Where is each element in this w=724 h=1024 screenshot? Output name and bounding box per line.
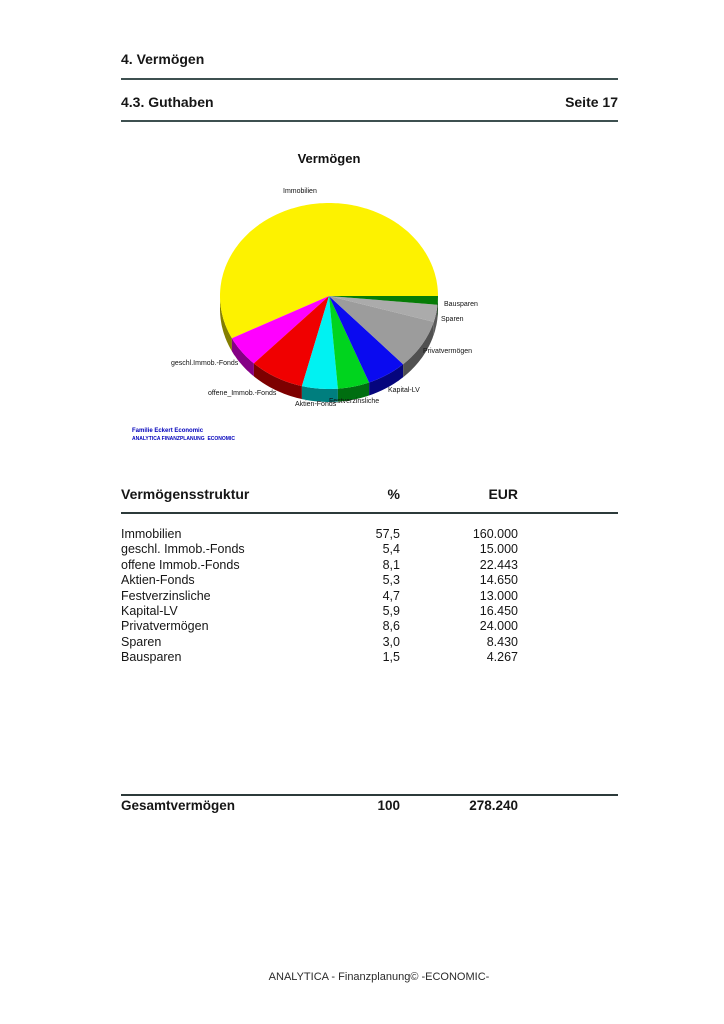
subsection-title: 4.3. Guthaben xyxy=(121,94,214,110)
total-label: Gesamtvermögen xyxy=(121,798,236,813)
column-header-eur: EUR xyxy=(488,486,518,502)
pie-label-privatvermoegen: Privatvermögen xyxy=(423,348,473,355)
header-rule-bottom xyxy=(121,120,618,122)
total-percent: 100 xyxy=(377,798,400,813)
pie-label-kapital-lv: Kapital-LV xyxy=(388,387,420,394)
pie-slice-5 xyxy=(329,296,404,383)
row-percent: 5,9 xyxy=(382,603,400,618)
pie-label-bausparen: Bausparen xyxy=(444,301,478,308)
row-percent: 4,7 xyxy=(382,588,400,603)
row-label: Festverzinsliche xyxy=(121,588,211,603)
row-eur: 24.000 xyxy=(479,619,518,634)
pie-slice-side-4 xyxy=(337,382,370,402)
pie-slice-side-6 xyxy=(403,321,434,378)
row-percent: 8,1 xyxy=(382,557,400,572)
row-label: Aktien-Fonds xyxy=(121,573,195,588)
pie-label-offene-immob-fonds: offene_Immob.-Fonds xyxy=(208,390,277,397)
row-eur: 13.000 xyxy=(479,588,518,603)
row-eur: 4.267 xyxy=(486,650,518,665)
row-label: Immobilien xyxy=(121,527,182,541)
chart-branding-line2: ANALYTICA FINANZPLANUNG ECONOMIC xyxy=(132,436,235,442)
row-label: offene Immob.-Fonds xyxy=(121,557,240,572)
row-eur: 15.000 xyxy=(479,542,518,557)
pie-slice-side-8 xyxy=(437,296,438,318)
row-label: Sparen xyxy=(121,634,162,649)
row-eur: 8.430 xyxy=(486,634,518,649)
total-eur: 278.240 xyxy=(469,798,518,813)
chart-branding-line1: Familie Eckert Economic xyxy=(132,428,204,434)
pie-slice-0 xyxy=(220,203,438,339)
pie-label-aktien-fonds: Aktien-Fonds xyxy=(295,401,337,408)
pie-label-geschl-immob-fonds: geschl.Immob.-Fonds xyxy=(171,360,239,367)
table-header: Vermögensstruktur % EUR xyxy=(121,486,518,502)
header-rule-top xyxy=(121,78,618,80)
row-percent: 57,5 xyxy=(375,527,400,541)
row-eur: 14.650 xyxy=(479,573,518,588)
pie-label-sparen: Sparen xyxy=(441,316,464,323)
row-eur: 22.443 xyxy=(479,557,518,572)
pie-slice-8 xyxy=(329,296,438,305)
row-percent: 5,3 xyxy=(382,573,400,588)
pie-slice-side-3 xyxy=(301,386,338,402)
column-header-percent: % xyxy=(387,486,400,502)
table-body: Immobilien 57,5 160.000 geschl. Immob.-F… xyxy=(121,527,518,666)
row-eur: 160.000 xyxy=(472,527,518,541)
pie-slice-side-1 xyxy=(231,338,254,377)
pie-slice-3 xyxy=(301,296,338,389)
page-footer: ANALYTICA - Finanzplanung© -ECONOMIC- xyxy=(268,971,490,983)
table-row: Aktien-Fonds 5,3 14.650 xyxy=(121,573,518,588)
pie-label-immobilien: Immobilien xyxy=(283,188,317,195)
row-percent: 1,5 xyxy=(382,650,400,665)
row-label: Kapital-LV xyxy=(121,603,178,618)
pie-slice-4 xyxy=(329,296,370,389)
pie-slice-side-2 xyxy=(253,363,302,400)
chart-title: Vermögen xyxy=(297,151,361,166)
table-header-rule xyxy=(121,512,618,514)
page-number: Seite 17 xyxy=(565,94,618,110)
pie-slice-6 xyxy=(329,296,434,365)
pie-slice-side-0 xyxy=(220,296,232,352)
table-row: Bausparen 1,5 4.267 xyxy=(121,650,518,665)
row-eur: 16.450 xyxy=(479,603,518,618)
table-row: Immobilien 57,5 160.000 xyxy=(121,527,518,542)
table-row: Kapital-LV 5,9 16.450 xyxy=(121,604,518,619)
row-percent: 8,6 xyxy=(382,619,400,634)
pie-slice-1 xyxy=(231,296,329,364)
pie-slice-side-5 xyxy=(369,364,404,396)
table-row: offene Immob.-Fonds 8,1 22.443 xyxy=(121,558,518,573)
table-total-rule xyxy=(121,794,618,796)
table-row: Privatvermögen 8,6 24.000 xyxy=(121,619,518,634)
pie-slice-7 xyxy=(329,296,438,322)
table-total-row: Gesamtvermögen 100 278.240 xyxy=(121,798,518,813)
pie-slice-2 xyxy=(253,296,329,387)
table-row: Festverzinsliche 4,7 13.000 xyxy=(121,589,518,604)
table-row: Sparen 3,0 8.430 xyxy=(121,635,518,650)
section-title: 4. Vermögen xyxy=(121,51,205,67)
row-percent: 3,0 xyxy=(382,634,400,649)
table-title: Vermögensstruktur xyxy=(121,486,250,502)
row-label: Privatvermögen xyxy=(121,619,209,634)
row-label: geschl. Immob.-Fonds xyxy=(121,542,245,557)
pie-label-festverzinsliche: Festverzinsliche xyxy=(329,398,380,405)
row-label: Bausparen xyxy=(121,650,182,665)
row-percent: 5,4 xyxy=(382,542,400,557)
table-row: geschl. Immob.-Fonds 5,4 15.000 xyxy=(121,542,518,557)
pie-chart xyxy=(220,203,438,402)
pie-slice-side-7 xyxy=(433,304,438,335)
